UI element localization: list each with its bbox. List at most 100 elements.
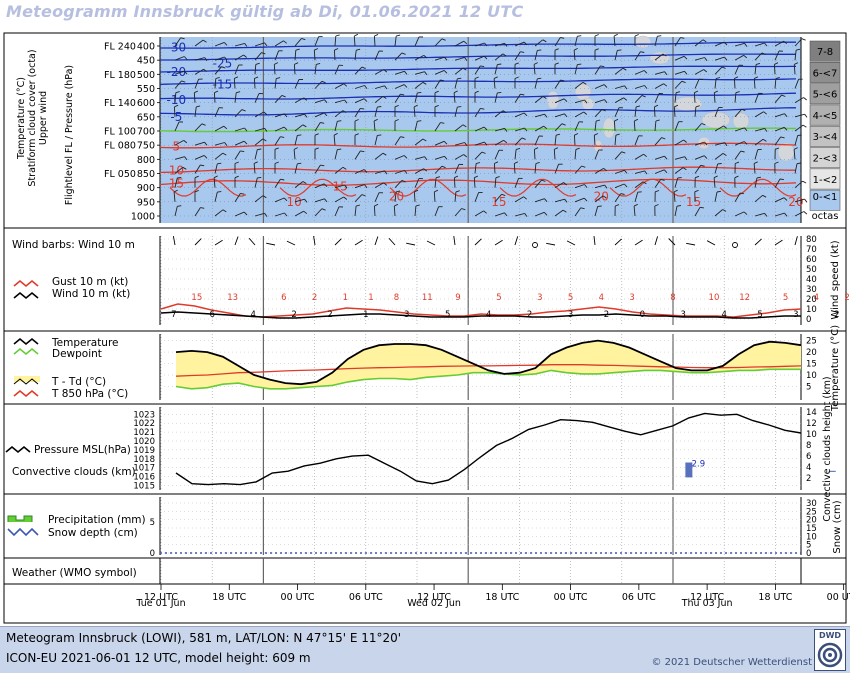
upper-wind-barb: [614, 121, 615, 131]
temperature-panel: Temperature Dewpoint T - Td (°C) T 850 h…: [14, 325, 841, 412]
pressure-series: [176, 413, 801, 484]
wind-value-label: 3: [568, 310, 573, 320]
pressure-y-tick-label: 1021: [133, 428, 155, 438]
isotherm-label: 10: [286, 195, 301, 209]
wind-barb: [406, 243, 415, 245]
upper-wind-barb-flag: [337, 149, 341, 150]
pressure-y-tick-label: 1020: [133, 437, 155, 447]
upper-wind-barb-flag: [803, 125, 806, 127]
snow-y-label: Snow (cm): [832, 500, 843, 553]
wind-barb: [375, 237, 378, 246]
upper-wind-barb-flag: [595, 35, 599, 37]
temperature-y-tick-label: 15: [806, 360, 817, 370]
cloud-legend-label: 7-8: [817, 47, 833, 58]
gust-value-label: 3: [629, 293, 634, 303]
pressure-tick-label: 500: [137, 70, 155, 81]
gust-value-label: 2: [844, 293, 849, 303]
convective-y-tick-label: 12: [806, 419, 817, 429]
upper-wind-barb-flag: [396, 35, 400, 36]
wind-barb: [287, 241, 295, 245]
cloud-patch: [547, 91, 559, 109]
wind-barb: [215, 240, 223, 245]
wind-value-label: 3: [681, 310, 686, 320]
wind-barb: [686, 243, 695, 245]
cloud-patch: [674, 97, 702, 111]
upper-air-y-label: Upper wind: [38, 91, 49, 145]
upper-wind-barb: [574, 135, 575, 145]
pressure-tick-label: 700: [137, 127, 155, 138]
pressure-y-tick-label: 1022: [133, 419, 155, 429]
upper-wind-barb-flag: [336, 35, 340, 36]
upper-wind-barb-flag: [740, 193, 744, 194]
legend-snow-label: Snow depth (cm): [48, 527, 138, 539]
wind-barb-calm: [533, 243, 538, 248]
wind-barb: [515, 236, 518, 245]
upper-air-y-labels: Temperature (°C)Stratiform cloud cover (…: [16, 49, 75, 205]
cloud-patch: [650, 52, 670, 64]
upper-air-y-label: Stratiform cloud cover (octa): [27, 49, 38, 186]
pressure-grid: [160, 407, 801, 490]
dwd-logo: DWD: [814, 629, 846, 671]
gust-value-label: 6: [281, 293, 286, 303]
pressure-tick-label: 650: [137, 112, 155, 123]
weather-row: Weather (WMO symbol): [12, 558, 801, 584]
wind-barb: [707, 241, 715, 245]
cloud-legend-label: 1-<2: [813, 175, 838, 186]
wind-barb: [454, 236, 455, 245]
wind-value-label: 6: [209, 310, 214, 320]
wind-series: [161, 304, 801, 318]
isotherm-label: 5: [173, 140, 181, 154]
temperature-series: [176, 341, 801, 389]
cloud-legend-unit: octas: [812, 211, 839, 222]
wind-line: [161, 312, 801, 318]
temperature-y-tick-label: 10: [806, 371, 817, 381]
legend-gust: Gust 10 m (kt): [14, 276, 128, 288]
upper-wind-barb-flag: [354, 34, 358, 36]
gust-value-label: 11: [422, 293, 433, 303]
wind-panel: Wind barbs: Wind 10 m Gust 10 m (kt) Win…: [12, 235, 850, 325]
upper-wind-barb-flag: [497, 92, 501, 93]
wind-barbs-10m: [173, 236, 797, 247]
footer-station-info: Meteogram Innsbruck (LOWI), 581 m, LAT/L…: [6, 631, 401, 645]
pressure-y-tick-label: 1016: [133, 473, 155, 483]
upper-wind-barb: [334, 50, 335, 60]
upper-wind-barb: [214, 93, 215, 103]
wind-y-tick-label: 60: [806, 255, 817, 265]
wind-barb: [335, 239, 341, 245]
wind-value-label: 2: [327, 310, 332, 320]
meteogram: -30-25-20-15-10-55101510152015201520 400…: [0, 0, 850, 626]
gust-value-label: 8: [670, 293, 675, 303]
footer: Meteogram Innsbruck (LOWI), 581 m, LAT/L…: [0, 626, 850, 673]
time-tick-label: 00 UTC: [281, 592, 315, 603]
wind-value-label: 5: [757, 310, 762, 320]
upper-wind-barb-flag: [177, 177, 181, 178]
flightlevel-label: FL 140: [104, 98, 136, 109]
gust-value-label: 3: [537, 293, 542, 303]
legend-precipitation-label: Precipitation (mm): [48, 514, 146, 526]
gust-value-label: 8: [394, 293, 399, 303]
time-tick-label: 06 UTC: [349, 592, 383, 603]
cloud-legend-label: 2-<3: [813, 154, 838, 165]
wind-y-tick-label: 30: [806, 285, 817, 295]
wind-y-tick-label: 10: [806, 305, 817, 315]
upper-air-y-label: Flightlevel FL / Pressure (hPa): [64, 65, 75, 205]
upper-air-panel: -30-25-20-15-10-55101510152015201520 400…: [16, 34, 840, 223]
day-label: Thu 03 Jun: [681, 598, 733, 609]
upper-wind-barb-flag: [700, 207, 704, 208]
upper-wind-barb-flag: [780, 179, 784, 180]
precipitation-panel: Precipitation (mm) Snow depth (cm) 05101…: [8, 497, 843, 559]
wind-value-label: 3: [793, 310, 798, 320]
time-tick-label: 18 UTC: [758, 592, 792, 603]
precipitation-y-tick-label: 5: [150, 518, 155, 528]
upper-wind-barb: [294, 64, 295, 74]
wind-y-tick-label: 80: [806, 235, 817, 245]
convective-y-tick-label: 10: [806, 430, 817, 440]
wind-y-tick-label: 40: [806, 275, 817, 285]
pressure-panel: Pressure MSL(hPa) Convective clouds (km)…: [6, 376, 850, 521]
upper-wind-barb-flag: [805, 114, 807, 117]
cloud-legend-label: 3-<4: [813, 132, 838, 143]
wind-value-label: 4: [486, 310, 491, 320]
flightlevel-label: FL 050: [104, 169, 136, 180]
